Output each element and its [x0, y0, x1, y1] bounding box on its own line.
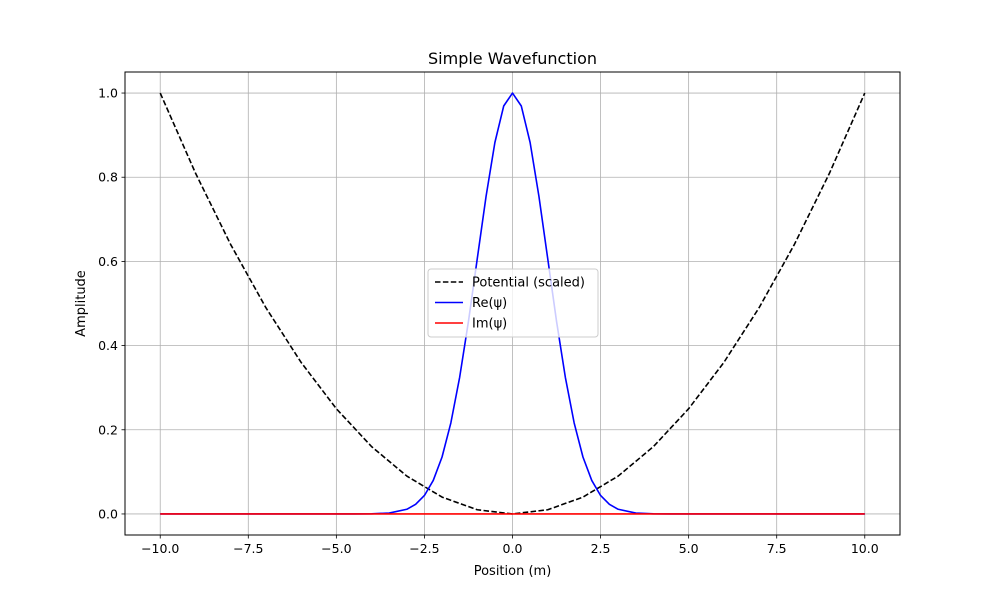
x-tick-label: −5.0: [321, 541, 351, 556]
x-tick-label: 10.0: [851, 541, 879, 556]
legend-label: Re(ψ): [472, 296, 507, 311]
y-tick-label: 0.6: [98, 254, 118, 269]
x-axis-title: Position (m): [474, 564, 552, 579]
chart-title: Simple Wavefunction: [428, 49, 597, 68]
x-tick-label: 7.5: [767, 541, 787, 556]
y-axis: 0.0 0.2 0.4 0.6 0.8 1.0: [98, 86, 125, 521]
x-tick-label: 0.0: [503, 541, 523, 556]
y-tick-label: 0.4: [98, 338, 118, 353]
legend: Potential (scaled) Re(ψ) Im(ψ): [427, 268, 599, 338]
x-tick-label: 5.0: [679, 541, 699, 556]
x-tick-label: −2.5: [409, 541, 439, 556]
y-tick-label: 0.2: [98, 422, 118, 437]
y-tick-label: 0.0: [98, 506, 118, 521]
series-line-re: [160, 92, 865, 515]
legend-box: [427, 268, 599, 338]
y-tick-label: 1.0: [98, 86, 118, 101]
legend-label: Potential (scaled): [472, 276, 585, 291]
legend-label: Im(ψ): [472, 317, 507, 332]
series-layer: [159, 92, 866, 515]
x-tick-label: −10.0: [141, 541, 179, 556]
x-axis: −10.0 −7.5 −5.0 −2.5 0.0 2.5 5.0 7.5 10.0: [141, 535, 879, 556]
y-axis-title: Amplitude: [74, 270, 89, 337]
x-tick-label: −7.5: [233, 541, 263, 556]
x-tick-label: 2.5: [591, 541, 611, 556]
y-tick-label: 0.8: [98, 170, 118, 185]
